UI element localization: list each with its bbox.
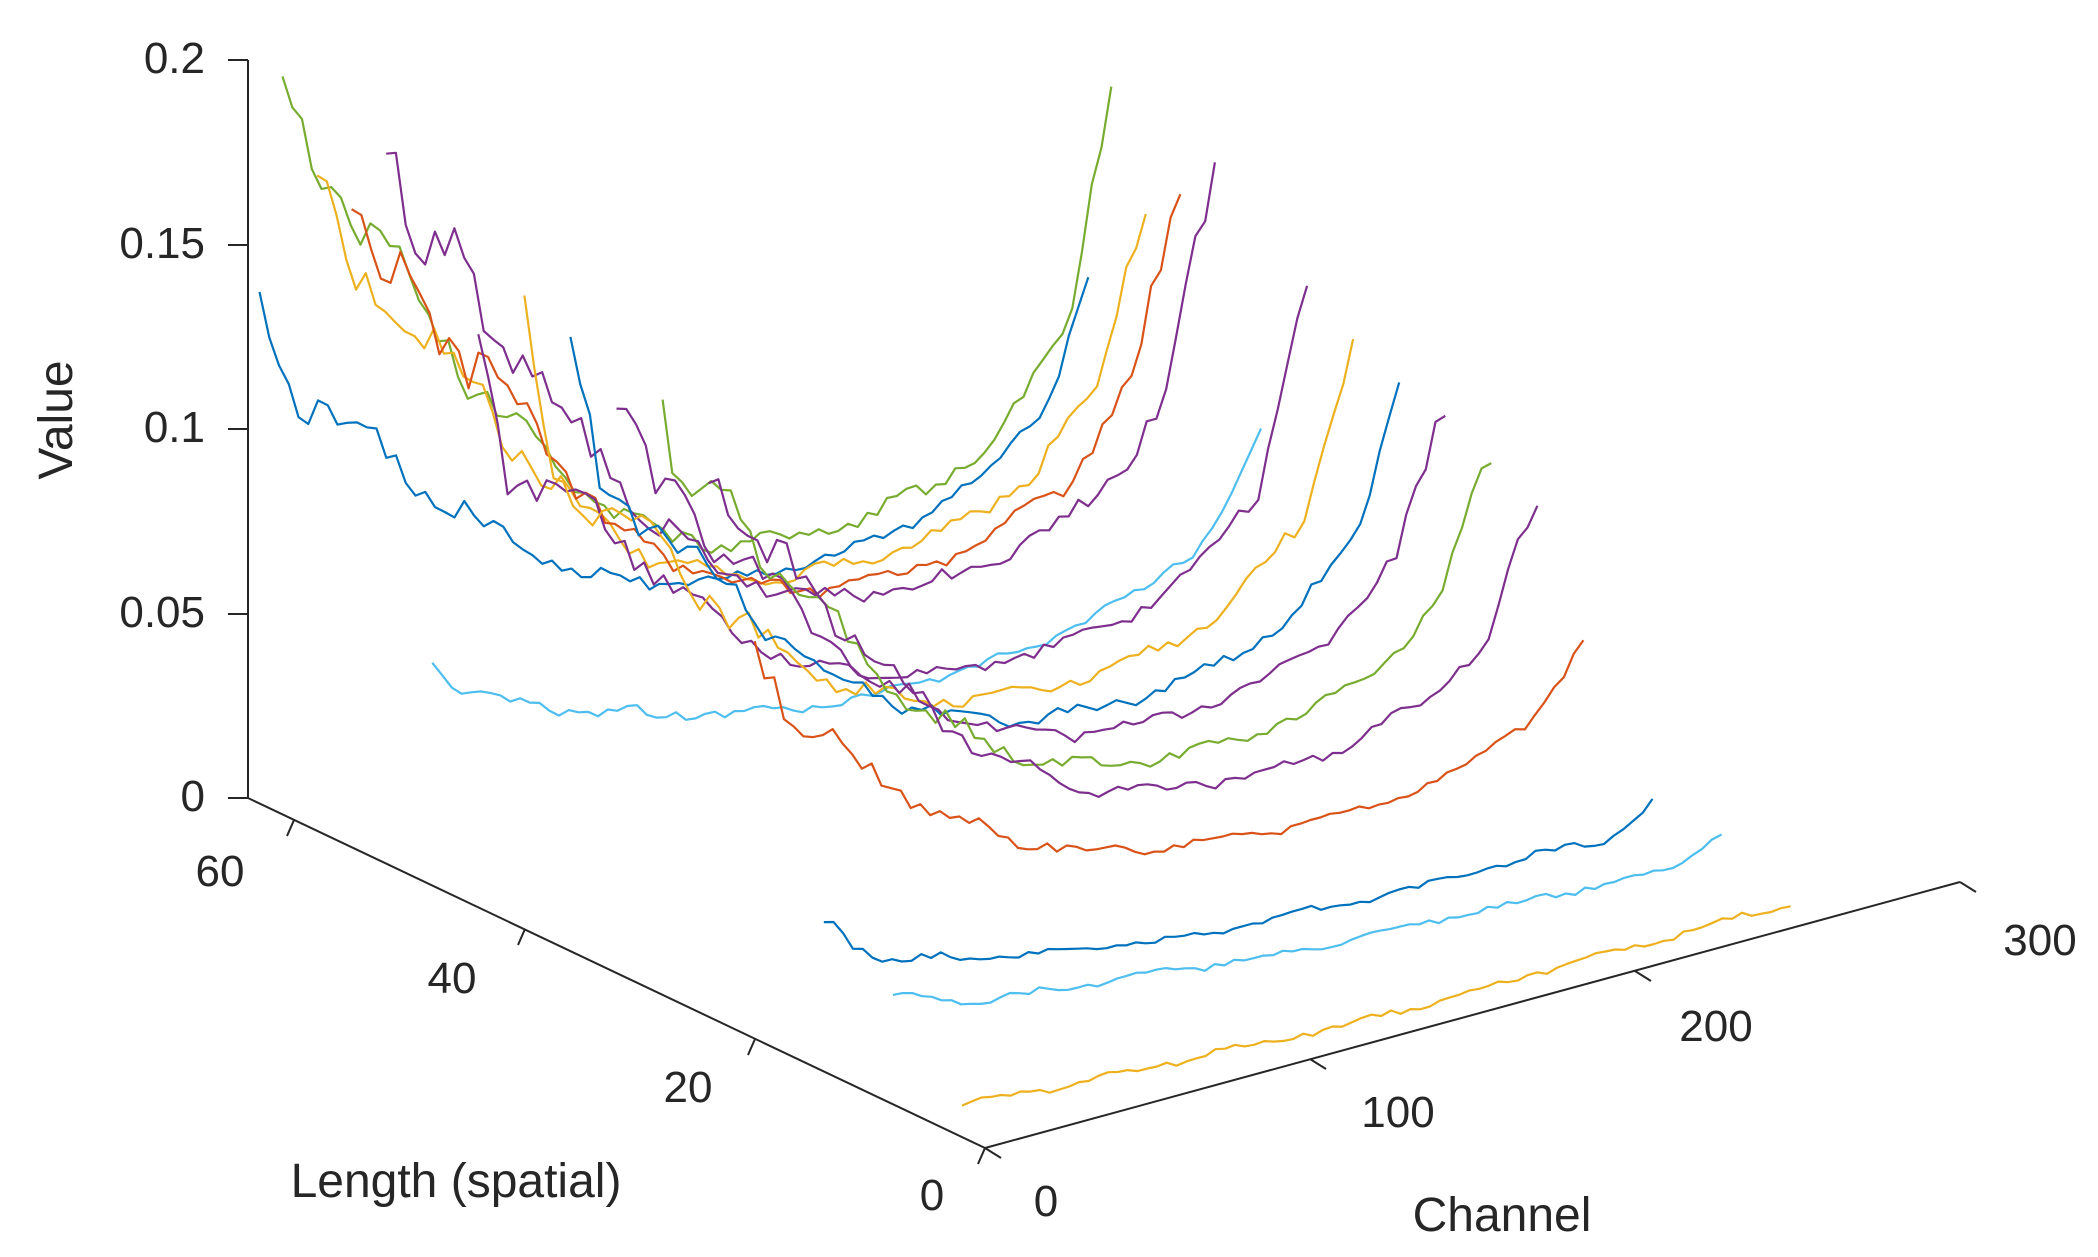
series-line-32 xyxy=(616,407,1446,744)
series-line-24 xyxy=(708,478,1539,799)
channel-tick-mark-2 xyxy=(1634,970,1652,982)
z-tick-label-2: 0.1 xyxy=(144,403,205,452)
length-tick-label-1: 20 xyxy=(664,1063,713,1112)
series-line-2 xyxy=(961,905,1791,1107)
length-tick-mark-1 xyxy=(747,1038,756,1056)
channel-tick-mark-3 xyxy=(1959,881,1977,893)
series-line-52 xyxy=(386,151,1216,603)
series-line-44 xyxy=(477,285,1309,680)
channel-tick-label-2: 200 xyxy=(1679,1002,1752,1051)
channel-tick-mark-0 xyxy=(984,1147,1002,1159)
channel-axis-line xyxy=(984,881,1961,1149)
series-line-40 xyxy=(523,295,1355,708)
length-tick-mark-3 xyxy=(286,819,295,837)
series-line-48 xyxy=(431,428,1263,721)
series-line-8 xyxy=(892,833,1723,1006)
series-line-28 xyxy=(661,399,1492,768)
series-line-36 xyxy=(569,336,1401,728)
length-tick-label-2: 40 xyxy=(428,954,477,1003)
axes: 0 0.05 0.1 0.15 0.2 0 20 40 60 0 100 200… xyxy=(30,34,2077,1242)
series-line-55 xyxy=(351,193,1182,599)
channel-tick-label-1: 100 xyxy=(1361,1088,1434,1137)
channel-tick-label-0: 0 xyxy=(1034,1177,1058,1226)
length-tick-mark-2 xyxy=(517,928,526,946)
z-tick-label-1: 0.05 xyxy=(119,588,205,637)
channel-tick-label-3: 300 xyxy=(2003,916,2076,965)
z-tick-label-0: 0 xyxy=(181,772,205,821)
z-tick-label-4: 0.2 xyxy=(144,34,205,83)
channel-axis-label: Channel xyxy=(1413,1189,1592,1242)
series-line-58 xyxy=(316,174,1147,586)
length-tick-label-0: 0 xyxy=(920,1171,944,1220)
length-tick-label-3: 60 xyxy=(196,847,245,896)
series-line-20 xyxy=(753,639,1585,856)
channel-tick-mark-1 xyxy=(1309,1058,1327,1070)
series-line-63 xyxy=(258,276,1090,591)
series-group xyxy=(258,76,1791,1107)
z-tick-label-3: 0.15 xyxy=(119,219,205,268)
series-line-14 xyxy=(823,798,1654,963)
length-tick-mark-0 xyxy=(977,1147,986,1165)
series-line-61 xyxy=(281,76,1113,554)
length-axis-line xyxy=(247,797,986,1149)
length-axis-label: Length (spatial) xyxy=(291,1155,622,1208)
z-axis-label: Value xyxy=(30,360,83,479)
